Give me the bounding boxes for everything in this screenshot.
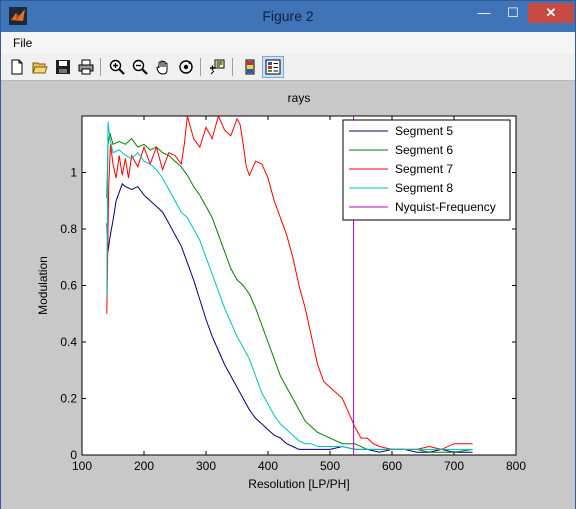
series-line-2 — [106, 132, 473, 453]
y-tick-label: 0.6 — [60, 279, 77, 293]
x-tick-label: 300 — [196, 459, 216, 473]
matlab-logo-icon — [9, 7, 27, 25]
pan-hand-icon[interactable] — [153, 57, 173, 77]
legend-entry-label: Segment 5 — [395, 124, 453, 138]
legend-entry-label: Segment 8 — [395, 181, 453, 195]
toolbar-separator — [232, 58, 233, 76]
legend-entry-label: Segment 7 — [395, 162, 453, 176]
title-bar[interactable]: Figure 2 — ☐ ✕ — [1, 1, 575, 32]
chart-title: rays — [288, 91, 311, 105]
y-tick-label: 1 — [70, 166, 77, 180]
colorbar-icon[interactable] — [240, 57, 260, 77]
y-tick-label: 0 — [70, 448, 77, 462]
minimize-button[interactable]: — — [477, 5, 491, 20]
y-tick-label: 0.8 — [60, 222, 77, 236]
x-tick-label: 500 — [320, 459, 340, 473]
window-title: Figure 2 — [262, 8, 314, 24]
rotate-3d-icon[interactable] — [176, 57, 196, 77]
zoom-in-icon[interactable] — [107, 57, 127, 77]
maximize-button[interactable]: ☐ — [507, 5, 519, 20]
open-file-icon[interactable] — [30, 57, 50, 77]
legend-entry-label: Segment 6 — [395, 143, 453, 157]
legend-entry-label: Nyquist-Frequency — [395, 200, 496, 214]
zoom-out-icon[interactable] — [130, 57, 150, 77]
legend-box — [342, 119, 511, 221]
y-tick-label: 0.2 — [60, 392, 77, 406]
new-figure-icon[interactable] — [7, 57, 27, 77]
x-tick-label: 700 — [444, 459, 464, 473]
menu-file[interactable]: File — [13, 36, 33, 50]
x-tick-label: 100 — [72, 459, 92, 473]
toolbar-separator — [200, 58, 201, 76]
x-tick-label: 200 — [134, 459, 154, 473]
legend[interactable]: Segment 5 Segment 6 Segment 7 Segment 8 Nyqu… — [342, 119, 511, 221]
x-axis-ticks: 100 200 300 400 500 600 700 800 — [72, 116, 526, 473]
x-tick-label: 400 — [258, 459, 278, 473]
menu-bar: File — [1, 32, 575, 55]
y-axis-label: Modulation — [36, 256, 50, 315]
close-button[interactable]: ✕ — [528, 3, 574, 23]
x-tick-label: 800 — [506, 459, 526, 473]
plot-axes[interactable]: rays Resolution [LP/PH] Modulation 100 20… — [0, 80, 574, 508]
series-line-4 — [106, 121, 473, 450]
legend-icon[interactable] — [262, 56, 284, 78]
print-icon[interactable] — [76, 57, 96, 77]
save-icon[interactable] — [53, 57, 73, 77]
y-tick-label: 0.4 — [60, 335, 77, 349]
data-cursor-icon[interactable] — [207, 57, 227, 77]
x-axis-label: Resolution [LP/PH] — [248, 477, 349, 491]
y-axis-ticks: 0 0.2 0.4 0.6 0.8 1 — [60, 166, 516, 462]
figure-toolbar — [1, 54, 575, 81]
x-tick-label: 600 — [382, 459, 402, 473]
series-line-3 — [106, 114, 473, 450]
toolbar-separator — [100, 58, 101, 76]
